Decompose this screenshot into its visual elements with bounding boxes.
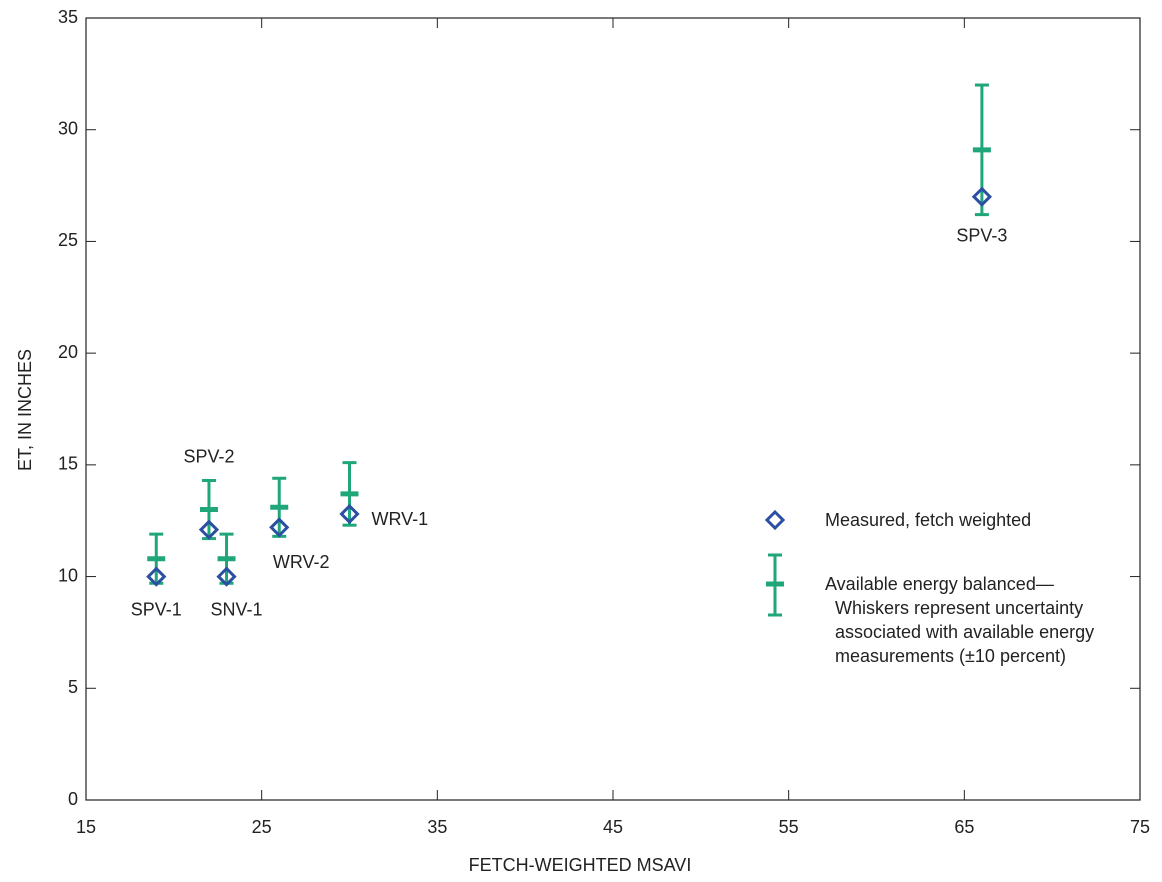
y-tick-label: 35 bbox=[58, 7, 78, 27]
point-label: WRV-1 bbox=[372, 509, 429, 529]
error-bar bbox=[972, 83, 991, 217]
x-tick-label: 65 bbox=[954, 817, 974, 837]
legend-symbol bbox=[764, 509, 786, 531]
x-tick-label: 55 bbox=[779, 817, 799, 837]
x-tick-label: 75 bbox=[1130, 817, 1150, 837]
point-label: SPV-3 bbox=[956, 225, 1007, 245]
y-tick-label: 0 bbox=[68, 789, 78, 809]
marker bbox=[198, 519, 220, 540]
y-tick-label: 25 bbox=[58, 230, 78, 250]
marker bbox=[216, 566, 237, 587]
x-tick-label: 45 bbox=[603, 817, 623, 837]
point-label: SPV-1 bbox=[131, 599, 182, 619]
y-tick-label: 5 bbox=[68, 677, 78, 697]
y-tick-label: 30 bbox=[58, 118, 78, 138]
x-tick-label: 15 bbox=[76, 817, 96, 837]
marker bbox=[269, 517, 290, 538]
x-tick-label: 35 bbox=[427, 817, 447, 837]
y-tick-label: 15 bbox=[58, 454, 78, 474]
y-tick-label: 20 bbox=[58, 342, 78, 362]
error-bar bbox=[147, 532, 166, 585]
point-label: SNV-1 bbox=[211, 599, 263, 619]
legend-label: Measured, fetch weighted bbox=[825, 510, 1032, 530]
x-axis-title: FETCH-WEIGHTED MSAVI bbox=[469, 855, 692, 875]
error-bar bbox=[340, 461, 359, 527]
x-tick-label: 25 bbox=[252, 817, 272, 837]
point-label: WRV-2 bbox=[273, 552, 330, 572]
marker bbox=[339, 503, 360, 525]
legend-symbol bbox=[766, 553, 784, 617]
marker bbox=[971, 186, 993, 207]
legend-label: Available energy balanced—Whiskers repre… bbox=[825, 574, 1095, 666]
y-axis-title: ET, IN INCHES bbox=[15, 349, 35, 471]
marker bbox=[146, 566, 167, 587]
y-tick-label: 10 bbox=[58, 565, 78, 585]
point-label: SPV-2 bbox=[183, 446, 234, 466]
